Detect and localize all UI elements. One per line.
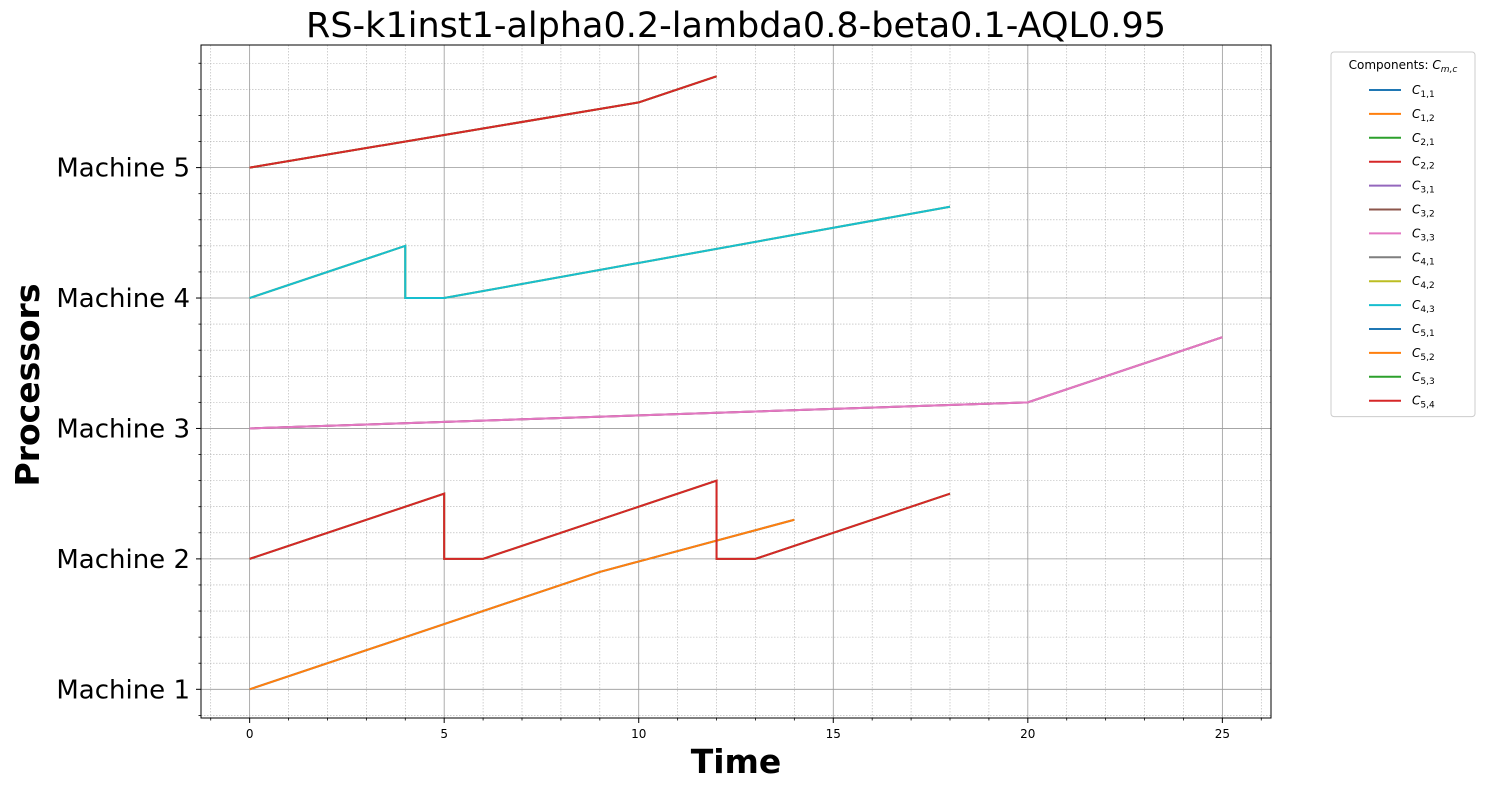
legend-item-4-1: C4,1 [1369,250,1435,267]
legend-item-5-1: C5,1 [1369,322,1435,339]
chart-title: RS-k1inst1-alpha0.2-lambda0.8-beta0.1-AQ… [306,6,1166,46]
x-tick-label: 0 [246,727,254,741]
x-tick-label: 15 [826,727,841,741]
legend-item-5-4: C5,4 [1369,394,1435,411]
legend-label: C5,4 [1412,394,1435,411]
x-axis-label: Time [691,742,782,781]
legend-label: C3,3 [1412,226,1435,243]
series-line-5-4 [249,75,717,169]
legend-item-3-3: C3,3 [1369,226,1435,243]
y-tick-label: Machine 1 [56,675,190,705]
legend-item-4-3: C4,3 [1369,298,1435,315]
legend-item-1-1: C1,1 [1369,83,1435,100]
legend-item-4-2: C4,2 [1369,274,1435,291]
legend-label: C5,1 [1412,322,1435,339]
major-grid [201,45,1271,718]
series-layer [249,75,1223,691]
y-axis-label: Processors [8,284,47,487]
legend-item-5-3: C5,3 [1369,370,1435,387]
legend-item-1-2: C1,2 [1369,107,1435,124]
legend-label: C3,1 [1412,179,1435,196]
legend-label: C1,1 [1412,83,1435,100]
legend-label: C3,2 [1412,203,1435,220]
legend-item-5-2: C5,2 [1369,346,1435,363]
legend-label: C2,1 [1412,131,1435,148]
x-tick-label: 5 [440,727,448,741]
series-line-4-3 [249,205,951,300]
legend-item-3-1: C3,1 [1369,179,1435,196]
x-tick-label: 25 [1215,727,1230,741]
legend-item-2-2: C2,2 [1369,155,1435,172]
legend-label: C1,2 [1412,107,1435,124]
legend-label: C2,2 [1412,155,1435,172]
plot-area [200,44,1272,719]
legend-item-3-2: C3,2 [1369,203,1435,220]
legend-label: C5,2 [1412,346,1435,363]
y-tick-label: Machine 3 [56,414,190,444]
series-line-3-3 [249,336,1223,430]
x-tick-label: 10 [631,727,646,741]
legend-label: C4,3 [1412,298,1435,315]
y-tick-label: Machine 5 [56,154,190,184]
legend-label: C4,1 [1412,250,1435,267]
y-tick-label: Machine 2 [56,545,190,575]
legend-box [1330,51,1476,418]
series-line-1-2 [249,518,795,691]
y-tick-label: Machine 4 [56,284,190,314]
x-tick-label: 20 [1020,727,1035,741]
x-axis: 0 5 10 15 20 25 [210,718,1262,741]
legend-label: C5,3 [1412,370,1435,387]
legend-title: Components: Cm,c [1349,58,1458,75]
legend-label: C4,2 [1412,274,1435,291]
legend: Components: Cm,c C1,1 C1,2 C2,1 C2,2 C3,1 C3,2… [1330,51,1476,418]
y-axis: Machine 1 Machine 2 Machine 3 Machine 4 Mach… [56,62,201,716]
series-line-2-2 [249,479,951,560]
minor-grid [201,45,1271,718]
legend-item-2-1: C2,1 [1369,131,1435,148]
